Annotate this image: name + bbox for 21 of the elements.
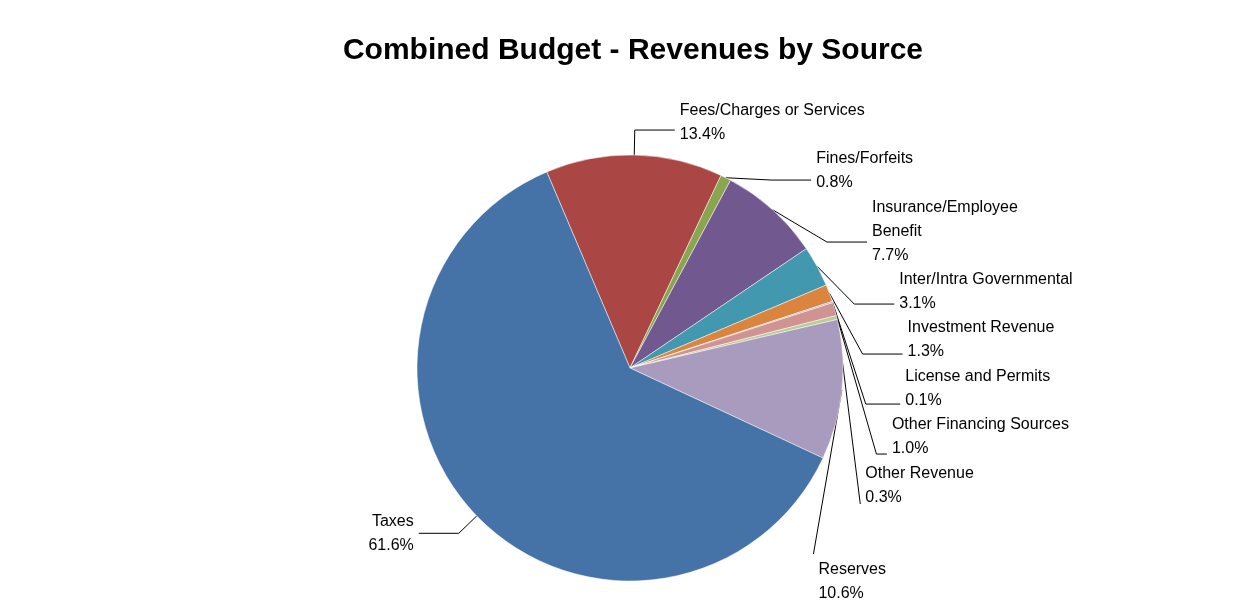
slice-label: Taxes [371, 511, 414, 529]
data-label: 0.1% [905, 390, 942, 408]
data-label: 1.3% [907, 342, 945, 360]
slice-label: Other Financing Sources [891, 415, 1069, 433]
slice-label: Insurance/Employee Benefit [871, 197, 1023, 239]
data-label: 1.0% [891, 439, 929, 457]
slice-label: Fines/Forfeits [816, 149, 914, 167]
data-label: 0.3% [865, 487, 902, 505]
slice-label: Fees/Charges or Services [679, 100, 865, 118]
slice-label: Reserves [818, 559, 886, 577]
data-label: 13.4% [679, 124, 726, 142]
chart-title: Combined Budget - Revenues by Source [342, 31, 924, 65]
data-label: 10.6% [818, 583, 864, 601]
slice-label: Other Revenue [865, 463, 974, 481]
slice-label: License and Permits [905, 366, 1051, 384]
slice-label: Inter/Intra Governmental [899, 269, 1073, 287]
slice-label: Investment Revenue [907, 318, 1055, 336]
data-label: 0.8% [816, 173, 853, 191]
data-label: 61.6% [368, 535, 414, 553]
data-label: 3.1% [899, 293, 936, 311]
data-label: 7.7% [871, 245, 909, 263]
